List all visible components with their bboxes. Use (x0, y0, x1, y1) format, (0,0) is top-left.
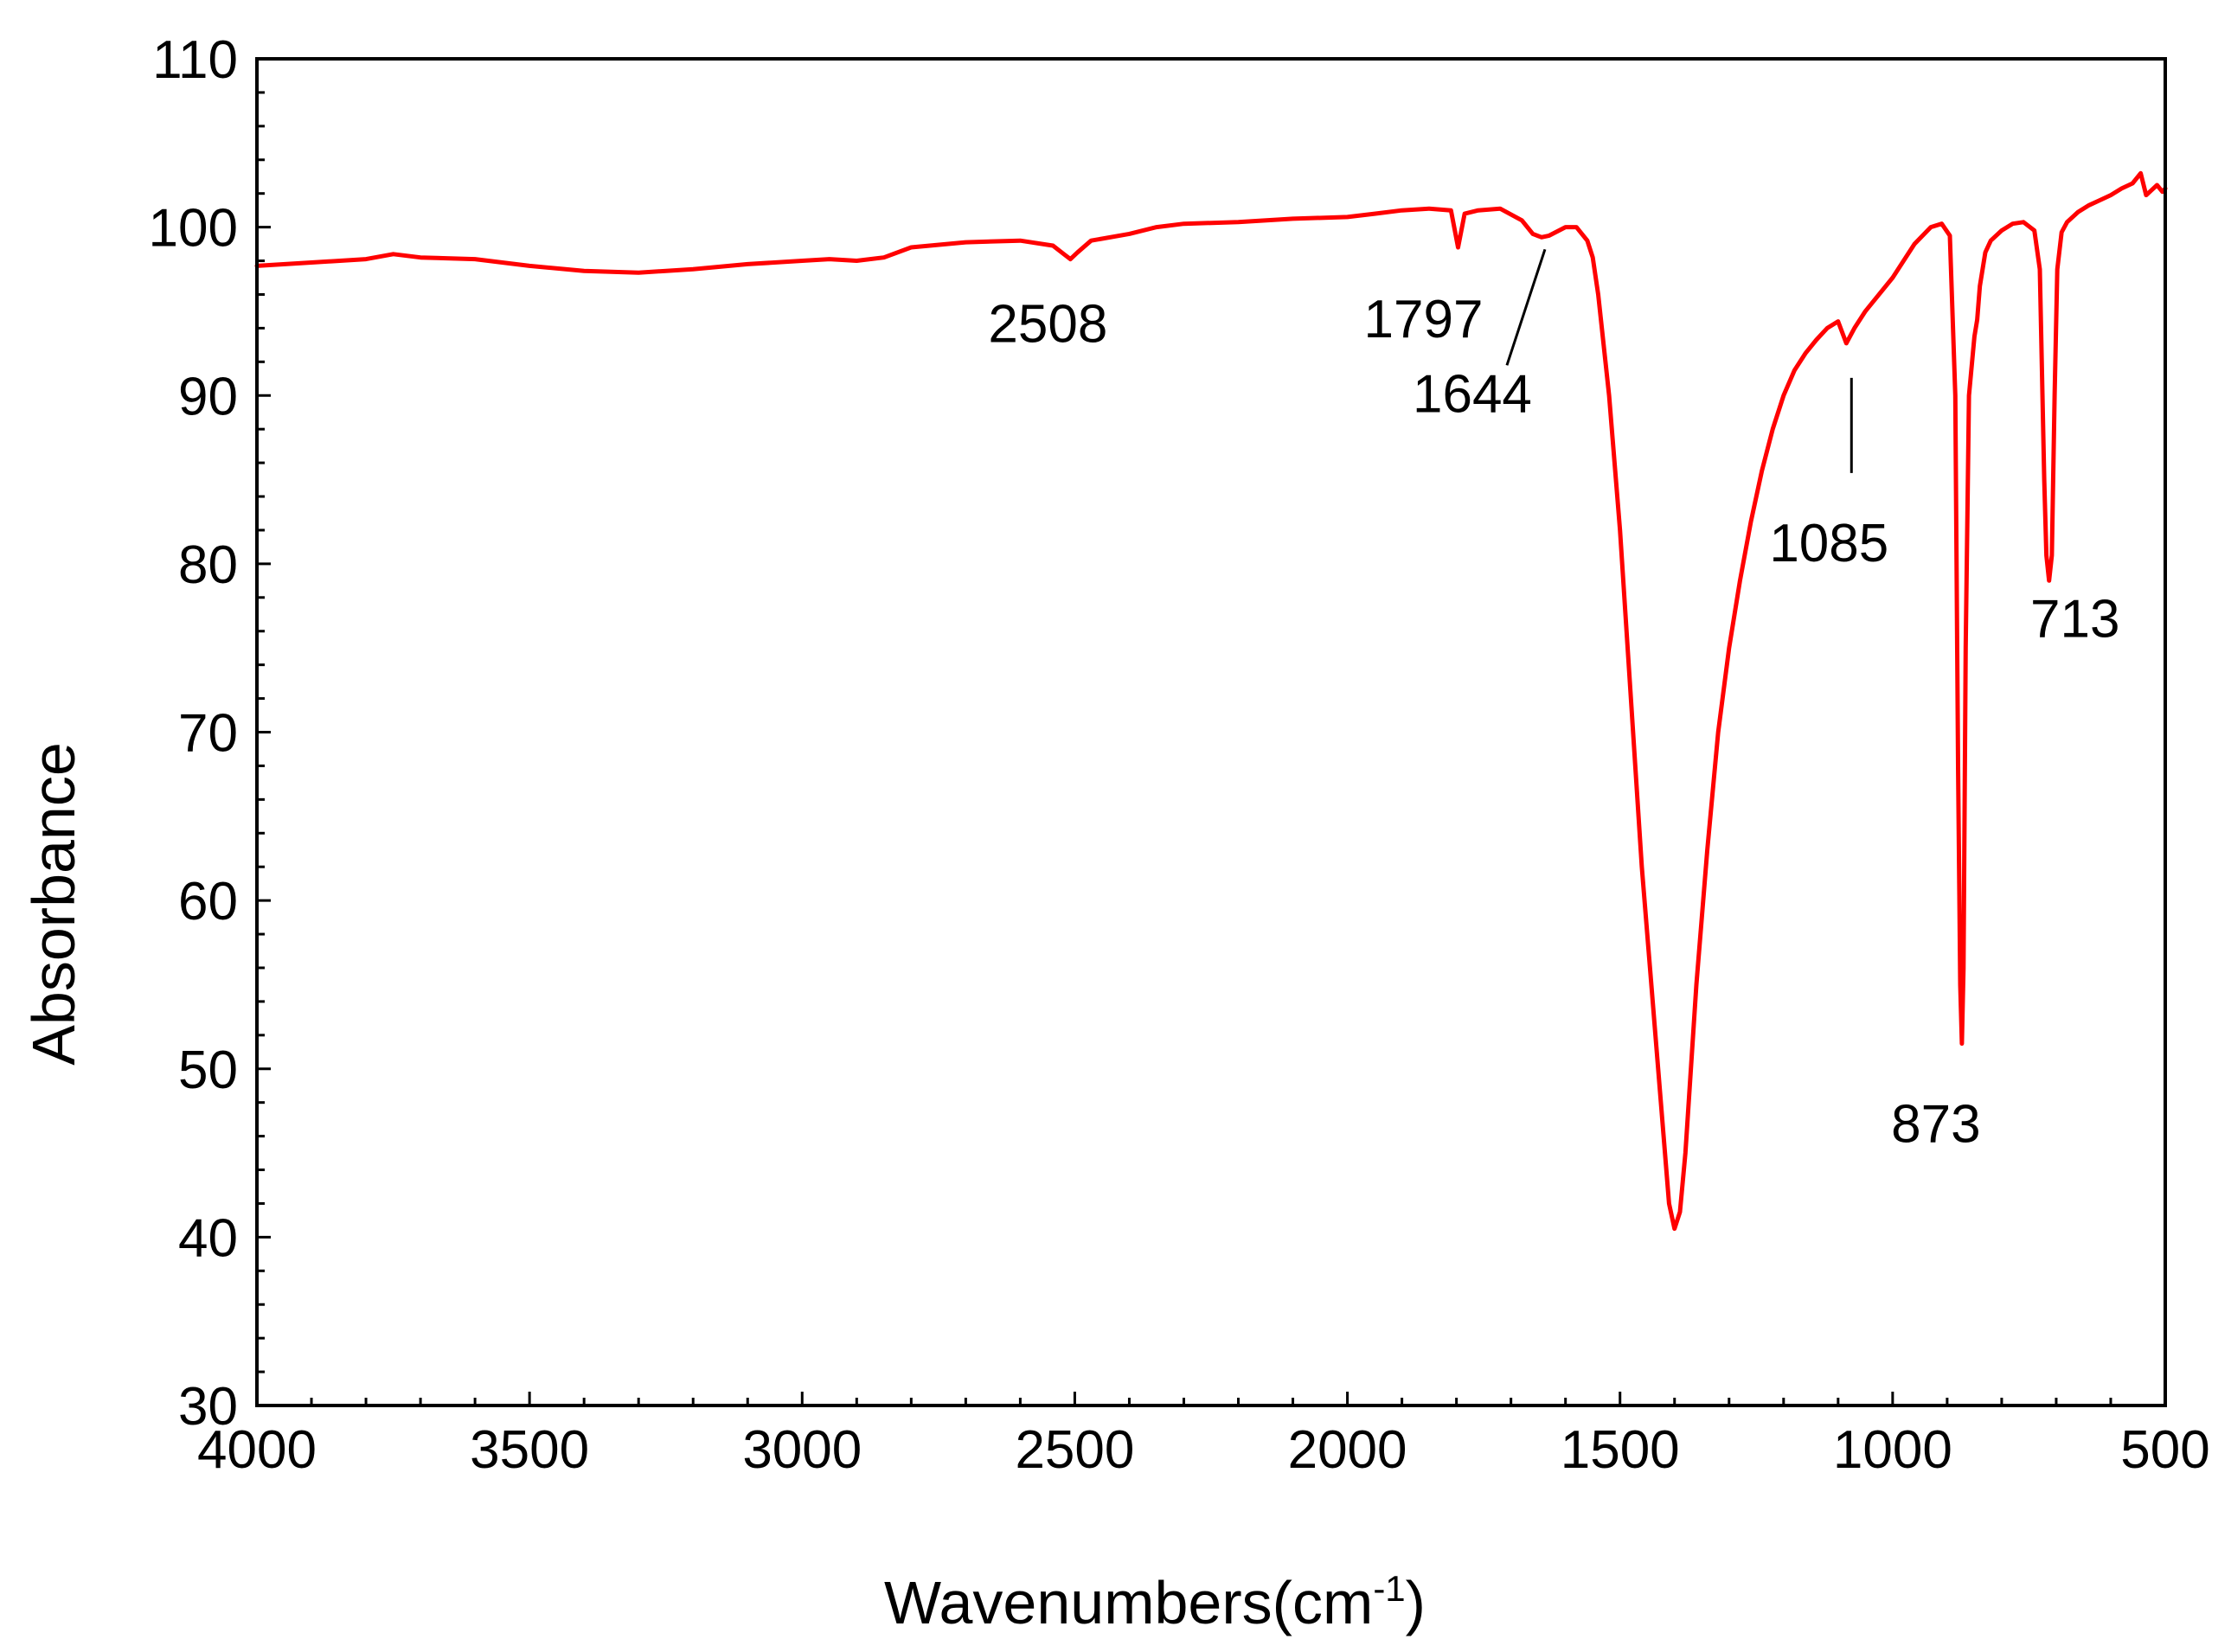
y-axis-title: Absorbance (20, 742, 87, 1066)
x-tick-label: 1000 (1833, 1420, 1952, 1480)
x-tick-label: 1500 (1561, 1420, 1680, 1480)
y-tick-label: 60 (178, 872, 238, 932)
x-tick-label: 2000 (1288, 1420, 1407, 1480)
peak-label: 873 (1891, 1095, 1980, 1155)
peak-labels-layer: 2508 1797 1644 1085 873 713 (988, 290, 2119, 1155)
x-tick-label: 3000 (742, 1420, 862, 1480)
x-axis-title-superscript: -1 (1373, 1568, 1405, 1609)
x-tick-label: 500 (2120, 1420, 2209, 1480)
y-tick-label: 100 (149, 199, 238, 259)
leaders-layer (1505, 248, 1853, 473)
y-axis-title-group: Absorbance (20, 742, 87, 1066)
y-tick-label: 80 (178, 535, 238, 595)
y-tick-label: 30 (178, 1377, 238, 1437)
y-tick-label: 40 (178, 1208, 238, 1268)
peak-label: 1085 (1769, 514, 1888, 573)
peak-label: 713 (2030, 589, 2119, 649)
y-tick-label: 70 (178, 704, 238, 764)
x-tick-label: 2500 (1015, 1420, 1134, 1480)
x-tick-label: 3500 (470, 1420, 589, 1480)
plot-frame (255, 57, 2167, 1407)
spectrum-line (254, 170, 2168, 1232)
peak-label: 1797 (1364, 290, 1484, 349)
ticks-layer: 4000 3500 3000 2500 2000 1500 1000 500 30 40 50 60 7… (149, 30, 2210, 1480)
peak-label: 1644 (1413, 364, 1532, 424)
peak-label: 2508 (988, 295, 1107, 355)
y-tick-label: 110 (152, 30, 238, 90)
peak-leader-line (1505, 248, 1547, 366)
x-tick-label: 4000 (197, 1420, 317, 1480)
y-tick-label: 50 (178, 1041, 238, 1100)
x-axis-title: Wavenumbers(cm-1) (884, 1568, 1426, 1636)
y-tick-label: 90 (178, 367, 238, 426)
x-axis-title-close: ) (1406, 1569, 1426, 1636)
x-axis-title-main: Wavenumbers(cm (884, 1569, 1373, 1636)
